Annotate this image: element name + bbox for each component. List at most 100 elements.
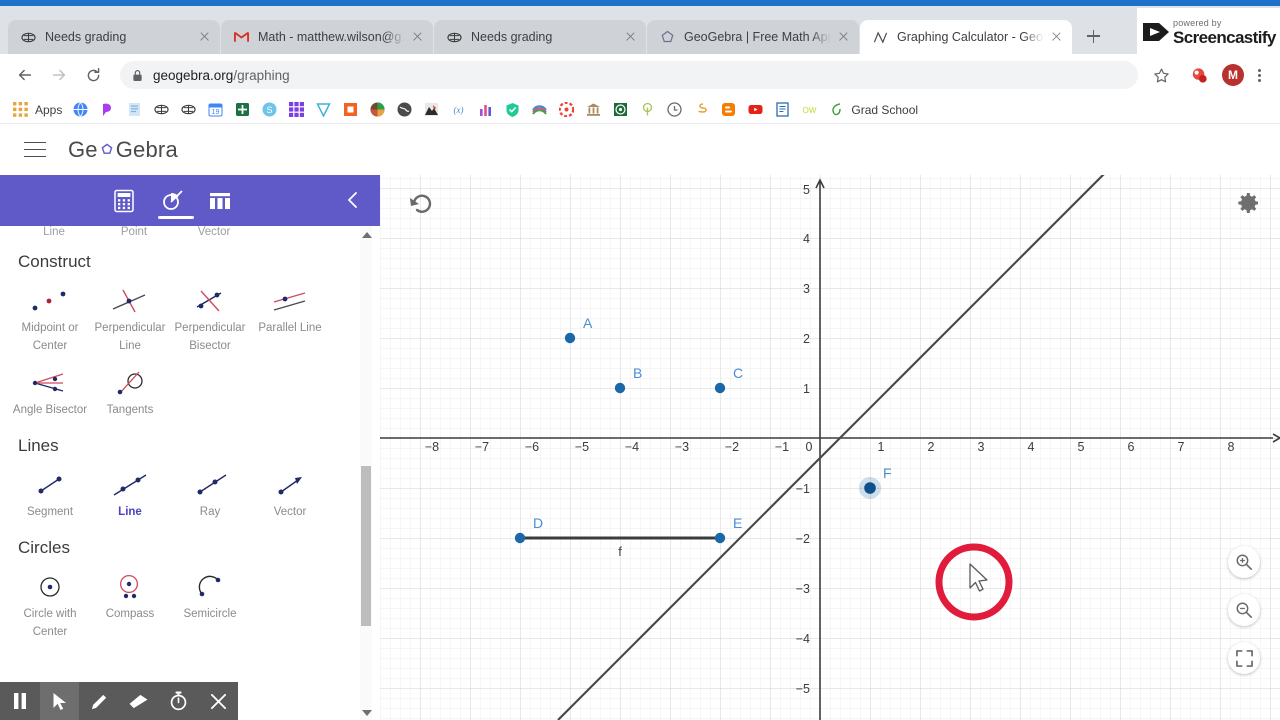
bookmark-item[interactable] xyxy=(635,99,660,121)
browser-tab-5[interactable]: Graphing Calculator - GeoG xyxy=(860,20,1072,54)
bookmark-item[interactable] xyxy=(689,99,714,121)
bookmark-item[interactable] xyxy=(365,99,390,121)
bookmark-item[interactable] xyxy=(527,99,552,121)
tool-semicircle[interactable]: Semicircle xyxy=(170,562,250,644)
bookmark-item[interactable] xyxy=(176,99,201,121)
keypad-tab[interactable] xyxy=(100,175,148,226)
svg-text:8: 8 xyxy=(1228,440,1235,454)
close-button[interactable] xyxy=(198,682,238,720)
scroll-up-icon[interactable] xyxy=(361,232,372,238)
bookmark-item[interactable]: 19 xyxy=(203,99,228,121)
timer-button[interactable] xyxy=(159,682,199,720)
scrollbar-thumb[interactable] xyxy=(361,466,371,626)
kebab-menu-icon[interactable] xyxy=(1248,64,1270,86)
fullscreen-button[interactable] xyxy=(1228,642,1260,674)
tool-tabs xyxy=(0,175,380,226)
extension-icon[interactable] xyxy=(1184,60,1214,90)
close-icon[interactable] xyxy=(409,29,425,45)
svg-text:5: 5 xyxy=(803,183,810,197)
bookmark-item[interactable] xyxy=(68,99,93,121)
bookmark-item[interactable] xyxy=(95,99,120,121)
table-tab[interactable] xyxy=(196,175,244,226)
close-icon[interactable] xyxy=(622,29,638,45)
bookmark-item[interactable] xyxy=(392,99,417,121)
bookmark-item[interactable] xyxy=(419,99,444,121)
bookmark-item[interactable] xyxy=(338,99,363,121)
nav-right-group: M xyxy=(1146,60,1270,90)
cursor-button[interactable] xyxy=(39,682,80,720)
tool-tangents[interactable]: Tangents xyxy=(90,358,170,422)
bookmark-item[interactable] xyxy=(122,99,147,121)
bookmark-item[interactable] xyxy=(230,99,255,121)
bookmark-item[interactable] xyxy=(473,99,498,121)
tool-list[interactable]: Line Point Vector Construct Midpoint or … xyxy=(0,226,380,720)
avatar[interactable]: M xyxy=(1222,64,1244,86)
bookmark-item[interactable] xyxy=(662,99,687,121)
reload-icon[interactable] xyxy=(78,60,108,90)
browser-tab-4[interactable]: GeoGebra | Free Math Apps xyxy=(647,20,859,54)
chevron-left-icon[interactable] xyxy=(342,189,364,211)
bookmark-item[interactable]: OW xyxy=(797,99,822,121)
tool-perpendicular-line[interactable]: Perpendicular Line xyxy=(90,276,170,358)
zoom-in-button[interactable] xyxy=(1228,546,1260,578)
forward-arrow-icon[interactable] xyxy=(44,60,74,90)
bookmark-item[interactable]: S xyxy=(257,99,282,121)
bookmark-item[interactable]: Grad School xyxy=(824,99,922,121)
eraser-button[interactable] xyxy=(119,682,159,720)
blackboard-icon xyxy=(446,29,462,45)
graphing-view[interactable]: −8 −7 −6 −5 −4 −3 −2 −1 0 1 2 3 4 5 6 7 8 5 4 3 2 xyxy=(380,175,1280,720)
tool-perpendicular-bisector[interactable]: Perpendicular Bisector xyxy=(170,276,250,358)
tool-ray[interactable]: Ray xyxy=(170,460,250,524)
fx-icon: (x) xyxy=(450,101,467,118)
tool-circle-with-center[interactable]: Circle with Center xyxy=(10,562,90,644)
tools-tab[interactable] xyxy=(148,175,196,226)
bookmark-item[interactable]: Apps xyxy=(8,99,66,121)
tool-compass[interactable]: Compass xyxy=(90,562,170,644)
bookmark-item[interactable] xyxy=(554,99,579,121)
coordinate-plane[interactable]: −8 −7 −6 −5 −4 −3 −2 −1 0 1 2 3 4 5 6 7 8 5 4 3 2 xyxy=(380,175,1280,720)
close-icon[interactable] xyxy=(835,29,851,45)
bookmark-item[interactable] xyxy=(284,99,309,121)
screencastify-label: Screencastify xyxy=(1173,27,1276,47)
back-arrow-icon[interactable] xyxy=(10,60,40,90)
bookmark-item[interactable]: (x) xyxy=(446,99,471,121)
pen-button[interactable] xyxy=(79,682,119,720)
tree-icon xyxy=(639,101,656,118)
browser-tab-2[interactable]: Math - matthew.wilson@g… xyxy=(221,20,433,54)
new-tab-button[interactable] xyxy=(1079,22,1107,50)
undo-icon[interactable] xyxy=(408,191,434,217)
pinwheel-icon xyxy=(558,101,575,118)
svg-text:3: 3 xyxy=(803,282,810,296)
youtube-icon xyxy=(747,101,764,118)
bookmark-item[interactable] xyxy=(716,99,741,121)
bookmark-item[interactable] xyxy=(770,99,795,121)
tool-parallel-line[interactable]: Parallel Line xyxy=(250,276,330,358)
bookmark-star-icon[interactable] xyxy=(1146,60,1176,90)
address-bar[interactable]: geogebra.org/graphing xyxy=(120,61,1138,89)
svg-text:2: 2 xyxy=(928,440,935,454)
bookmark-item[interactable] xyxy=(743,99,768,121)
bookmark-item[interactable] xyxy=(581,99,606,121)
gear-icon[interactable] xyxy=(1236,191,1260,215)
svg-text:−3: −3 xyxy=(796,582,810,596)
globe-icon xyxy=(72,101,89,118)
tool-midpoint-or-center[interactable]: Midpoint or Center xyxy=(10,276,90,358)
pause-button[interactable] xyxy=(0,682,40,720)
tool-vector[interactable]: Vector xyxy=(250,460,330,524)
close-icon[interactable] xyxy=(196,29,212,45)
bookmark-item[interactable] xyxy=(500,99,525,121)
tool-angle-bisector[interactable]: Angle Bisector xyxy=(10,358,90,422)
hamburger-menu-icon[interactable] xyxy=(24,141,46,158)
tool-segment[interactable]: Segment xyxy=(10,460,90,524)
zoom-out-button[interactable] xyxy=(1228,594,1260,626)
bookmark-item[interactable] xyxy=(311,99,336,121)
browser-tab-1[interactable]: Needs grading xyxy=(8,20,220,54)
svg-text:5: 5 xyxy=(1078,440,1085,454)
bookmark-item[interactable] xyxy=(608,99,633,121)
tool-line[interactable]: Line xyxy=(90,460,170,524)
browser-tab-3[interactable]: Needs grading xyxy=(434,20,646,54)
close-icon[interactable] xyxy=(1048,29,1064,45)
scroll-down-icon[interactable] xyxy=(361,710,372,716)
sidebar-scrollbar[interactable] xyxy=(360,226,372,720)
bookmark-item[interactable] xyxy=(149,99,174,121)
